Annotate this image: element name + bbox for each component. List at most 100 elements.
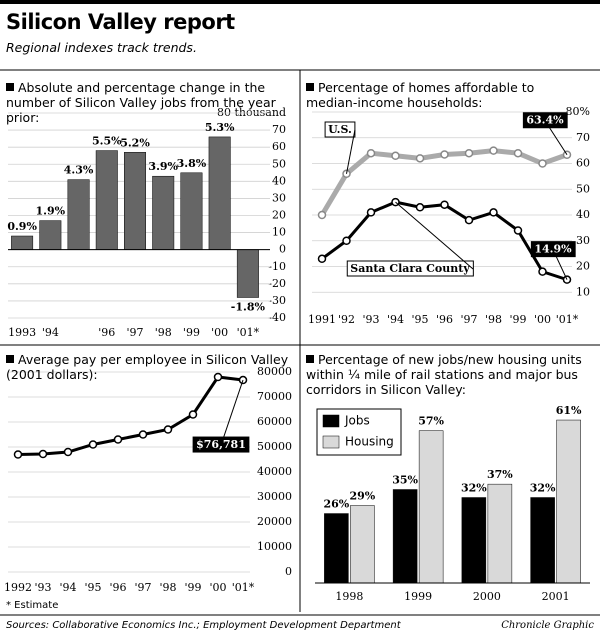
value-label: 3.9% — [148, 160, 178, 173]
bar — [350, 505, 375, 584]
bullet — [306, 83, 314, 91]
point — [513, 226, 523, 235]
point — [38, 449, 48, 459]
x-tick-label: '96 — [98, 326, 115, 339]
point — [366, 208, 376, 217]
value-label: 5.3% — [205, 121, 235, 134]
bar — [418, 430, 444, 584]
y-tick-label: 10 — [576, 285, 590, 298]
series-name-box — [324, 121, 356, 138]
chart-title: Absolute and percentage change in the nu… — [6, 80, 276, 125]
point — [188, 410, 198, 419]
source: Sources: Collaborative Economics Inc.; E… — [6, 620, 401, 631]
series-name: U.S. — [328, 123, 352, 136]
x-tick-label: '00 — [534, 313, 551, 326]
bar — [67, 179, 90, 250]
value-label: 35% — [392, 474, 418, 487]
y-tick-label: 50000 — [257, 440, 292, 453]
x-tick-label: 1992 — [4, 581, 32, 594]
bar — [208, 136, 231, 250]
y-tick-label: 10 — [272, 226, 286, 239]
x-tick-label: '93 — [362, 313, 379, 326]
value-label: 1.9% — [36, 205, 66, 218]
bar — [39, 220, 62, 250]
series-name-box — [346, 260, 474, 277]
y-tick-label: 40000 — [257, 465, 292, 478]
y-tick-label: 30000 — [257, 490, 292, 503]
y-tick-label: 40 — [272, 174, 286, 187]
value-label-box — [522, 112, 568, 129]
y-tick-label: 70000 — [257, 390, 292, 403]
series-line — [17, 375, 244, 456]
x-tick-label: '92 — [338, 313, 355, 326]
x-tick-label: 1998 — [335, 590, 363, 603]
value-label: 29% — [349, 490, 375, 503]
chart-title: Average pay per employee in Silicon Vall… — [6, 352, 289, 382]
y-tick-label: 10000 — [257, 540, 292, 553]
bar — [95, 150, 118, 250]
x-tick-label: '98 — [485, 313, 502, 326]
point — [415, 203, 425, 212]
bar — [530, 497, 555, 584]
bar — [324, 513, 349, 584]
y-tick-label: 60 — [272, 140, 286, 153]
point — [440, 150, 449, 159]
value-label: 57% — [418, 415, 444, 428]
y-tick-label: 80000 — [257, 365, 292, 378]
value-label: 3.8% — [177, 157, 207, 170]
x-tick-label: 1999 — [404, 590, 432, 603]
x-tick-label: '99 — [184, 581, 201, 594]
y-tick-label: -10 — [268, 260, 286, 273]
x-tick-label: '01* — [237, 326, 260, 339]
y-tick-label: 70 — [576, 131, 590, 144]
value-label-box — [530, 241, 576, 258]
x-tick-label: '98 — [159, 581, 176, 594]
value-label: 4.3% — [64, 164, 94, 177]
bar — [236, 249, 259, 298]
x-tick-label: 2000 — [473, 590, 501, 603]
bullet — [306, 355, 314, 363]
point — [213, 372, 223, 382]
point — [317, 210, 327, 220]
leader — [346, 129, 356, 174]
value-label: 14.9% — [534, 243, 572, 256]
x-tick-label: 1993 — [8, 326, 36, 339]
point — [489, 208, 498, 217]
y-tick-label: 80% — [566, 105, 590, 118]
point — [513, 148, 523, 158]
x-tick-label: '99 — [509, 313, 526, 326]
legend-label: Housing — [345, 435, 394, 449]
point — [88, 440, 98, 449]
y-tick-label: 20000 — [257, 515, 292, 528]
x-tick-label: '97 — [126, 326, 143, 339]
legend-label: Jobs — [344, 414, 370, 428]
leader — [395, 201, 474, 270]
value-label: 0.9% — [7, 220, 37, 233]
page-title: Silicon Valley report — [6, 10, 235, 34]
chart-title-box: Percentage of homes affordable to median… — [306, 80, 576, 110]
legend-swatch — [322, 435, 340, 449]
chart-title-box: Absolute and percentage change in the nu… — [6, 80, 276, 125]
x-tick-label: '97 — [134, 581, 151, 594]
chart-title: Percentage of new jobs/new housing units… — [306, 352, 582, 397]
value-label: 32% — [461, 482, 487, 495]
bar — [11, 235, 34, 250]
bar — [152, 175, 175, 250]
x-tick-label: '01* — [232, 581, 255, 594]
x-tick-label: 1991 — [308, 313, 336, 326]
x-tick-label: '94 — [387, 313, 404, 326]
bar — [556, 419, 581, 584]
x-tick-label: '00 — [209, 581, 226, 594]
top-rule — [0, 0, 600, 4]
point — [366, 148, 376, 158]
value-label: 32% — [530, 482, 556, 495]
y-tick-label: 20 — [272, 209, 286, 222]
chart-title: Percentage of homes affordable to median… — [306, 80, 535, 110]
y-tick-label: 60 — [576, 157, 590, 170]
y-tick-label: 20 — [576, 260, 590, 273]
point — [415, 154, 425, 163]
y-tick-label: -20 — [268, 277, 286, 290]
x-tick-label: '99 — [183, 326, 200, 339]
leader — [220, 379, 244, 446]
